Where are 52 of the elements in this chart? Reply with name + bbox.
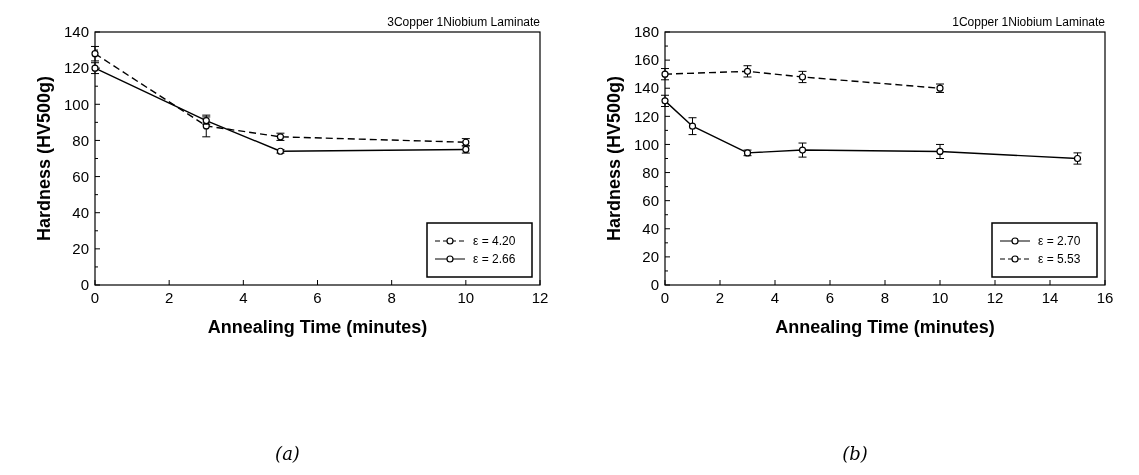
legend-label: ε = 4.20 [473, 234, 516, 249]
x-tick-label: 10 [931, 289, 949, 306]
y-tick-label: 140 [633, 79, 659, 97]
point [743, 67, 752, 75]
y-tick-label: 20 [642, 248, 659, 266]
x-tick-label: 2 [164, 289, 174, 306]
x-tick-label: 0 [90, 289, 100, 306]
y-tick-label: 100 [633, 135, 659, 153]
y-tick-label: 160 [633, 51, 659, 69]
x-tick-label: 14 [1041, 289, 1059, 306]
x-tick-label: 8 [387, 289, 396, 306]
x-tick-label: 10 [457, 289, 475, 306]
y-tick-label: 140 [63, 23, 89, 41]
point [798, 73, 807, 81]
y-axis-title: Hardness (HV500g) [604, 75, 624, 242]
x-tick-label: 6 [313, 289, 322, 306]
x-tick-label: 6 [825, 289, 835, 306]
x-tick-label: 12 [986, 289, 1004, 306]
x-tick-label: 2 [715, 289, 725, 306]
y-tick-label: 120 [633, 107, 659, 125]
y-tick-label: 20 [72, 240, 89, 258]
y-tick-label: 0 [80, 276, 89, 294]
point [798, 146, 807, 154]
x-tick-label: 12 [531, 289, 549, 306]
x-tick-label: 4 [770, 289, 780, 306]
x-tick-label: 8 [880, 289, 890, 306]
y-tick-label: 100 [63, 95, 89, 113]
point [91, 50, 99, 58]
point [936, 147, 944, 156]
x-axis-title: Annealing Time (minutes) [775, 317, 995, 337]
legend-label: ε = 5.53 [1038, 252, 1081, 267]
chart-title: 1Copper 1Niobium Laminate [952, 15, 1106, 29]
chart-title: 3Copper 1Niobium Laminate [387, 15, 541, 29]
y-tick-label: 80 [642, 163, 659, 181]
y-tick-label: 60 [72, 167, 89, 185]
y-tick-label: 80 [72, 131, 89, 149]
y-tick-label: 60 [642, 191, 659, 209]
y-tick-label: 180 [633, 23, 659, 41]
x-tick-label: 0 [660, 289, 670, 306]
y-tick-label: 40 [72, 203, 89, 221]
x-tick-label: 4 [239, 289, 248, 306]
x-tick-label: 16 [1096, 289, 1114, 306]
text: (a) [275, 443, 300, 464]
y-axis-title: Hardness (HV500g) [34, 75, 54, 242]
legend-label: ε = 2.70 [1038, 234, 1081, 249]
x-axis-title: Annealing Time (minutes) [207, 317, 428, 337]
legend-label: ε = 2.66 [473, 252, 516, 267]
y-tick-label: 40 [642, 220, 659, 238]
text: (b) [842, 443, 868, 464]
y-tick-label: 0 [650, 276, 659, 294]
y-tick-label: 120 [63, 59, 89, 77]
point [688, 122, 697, 130]
